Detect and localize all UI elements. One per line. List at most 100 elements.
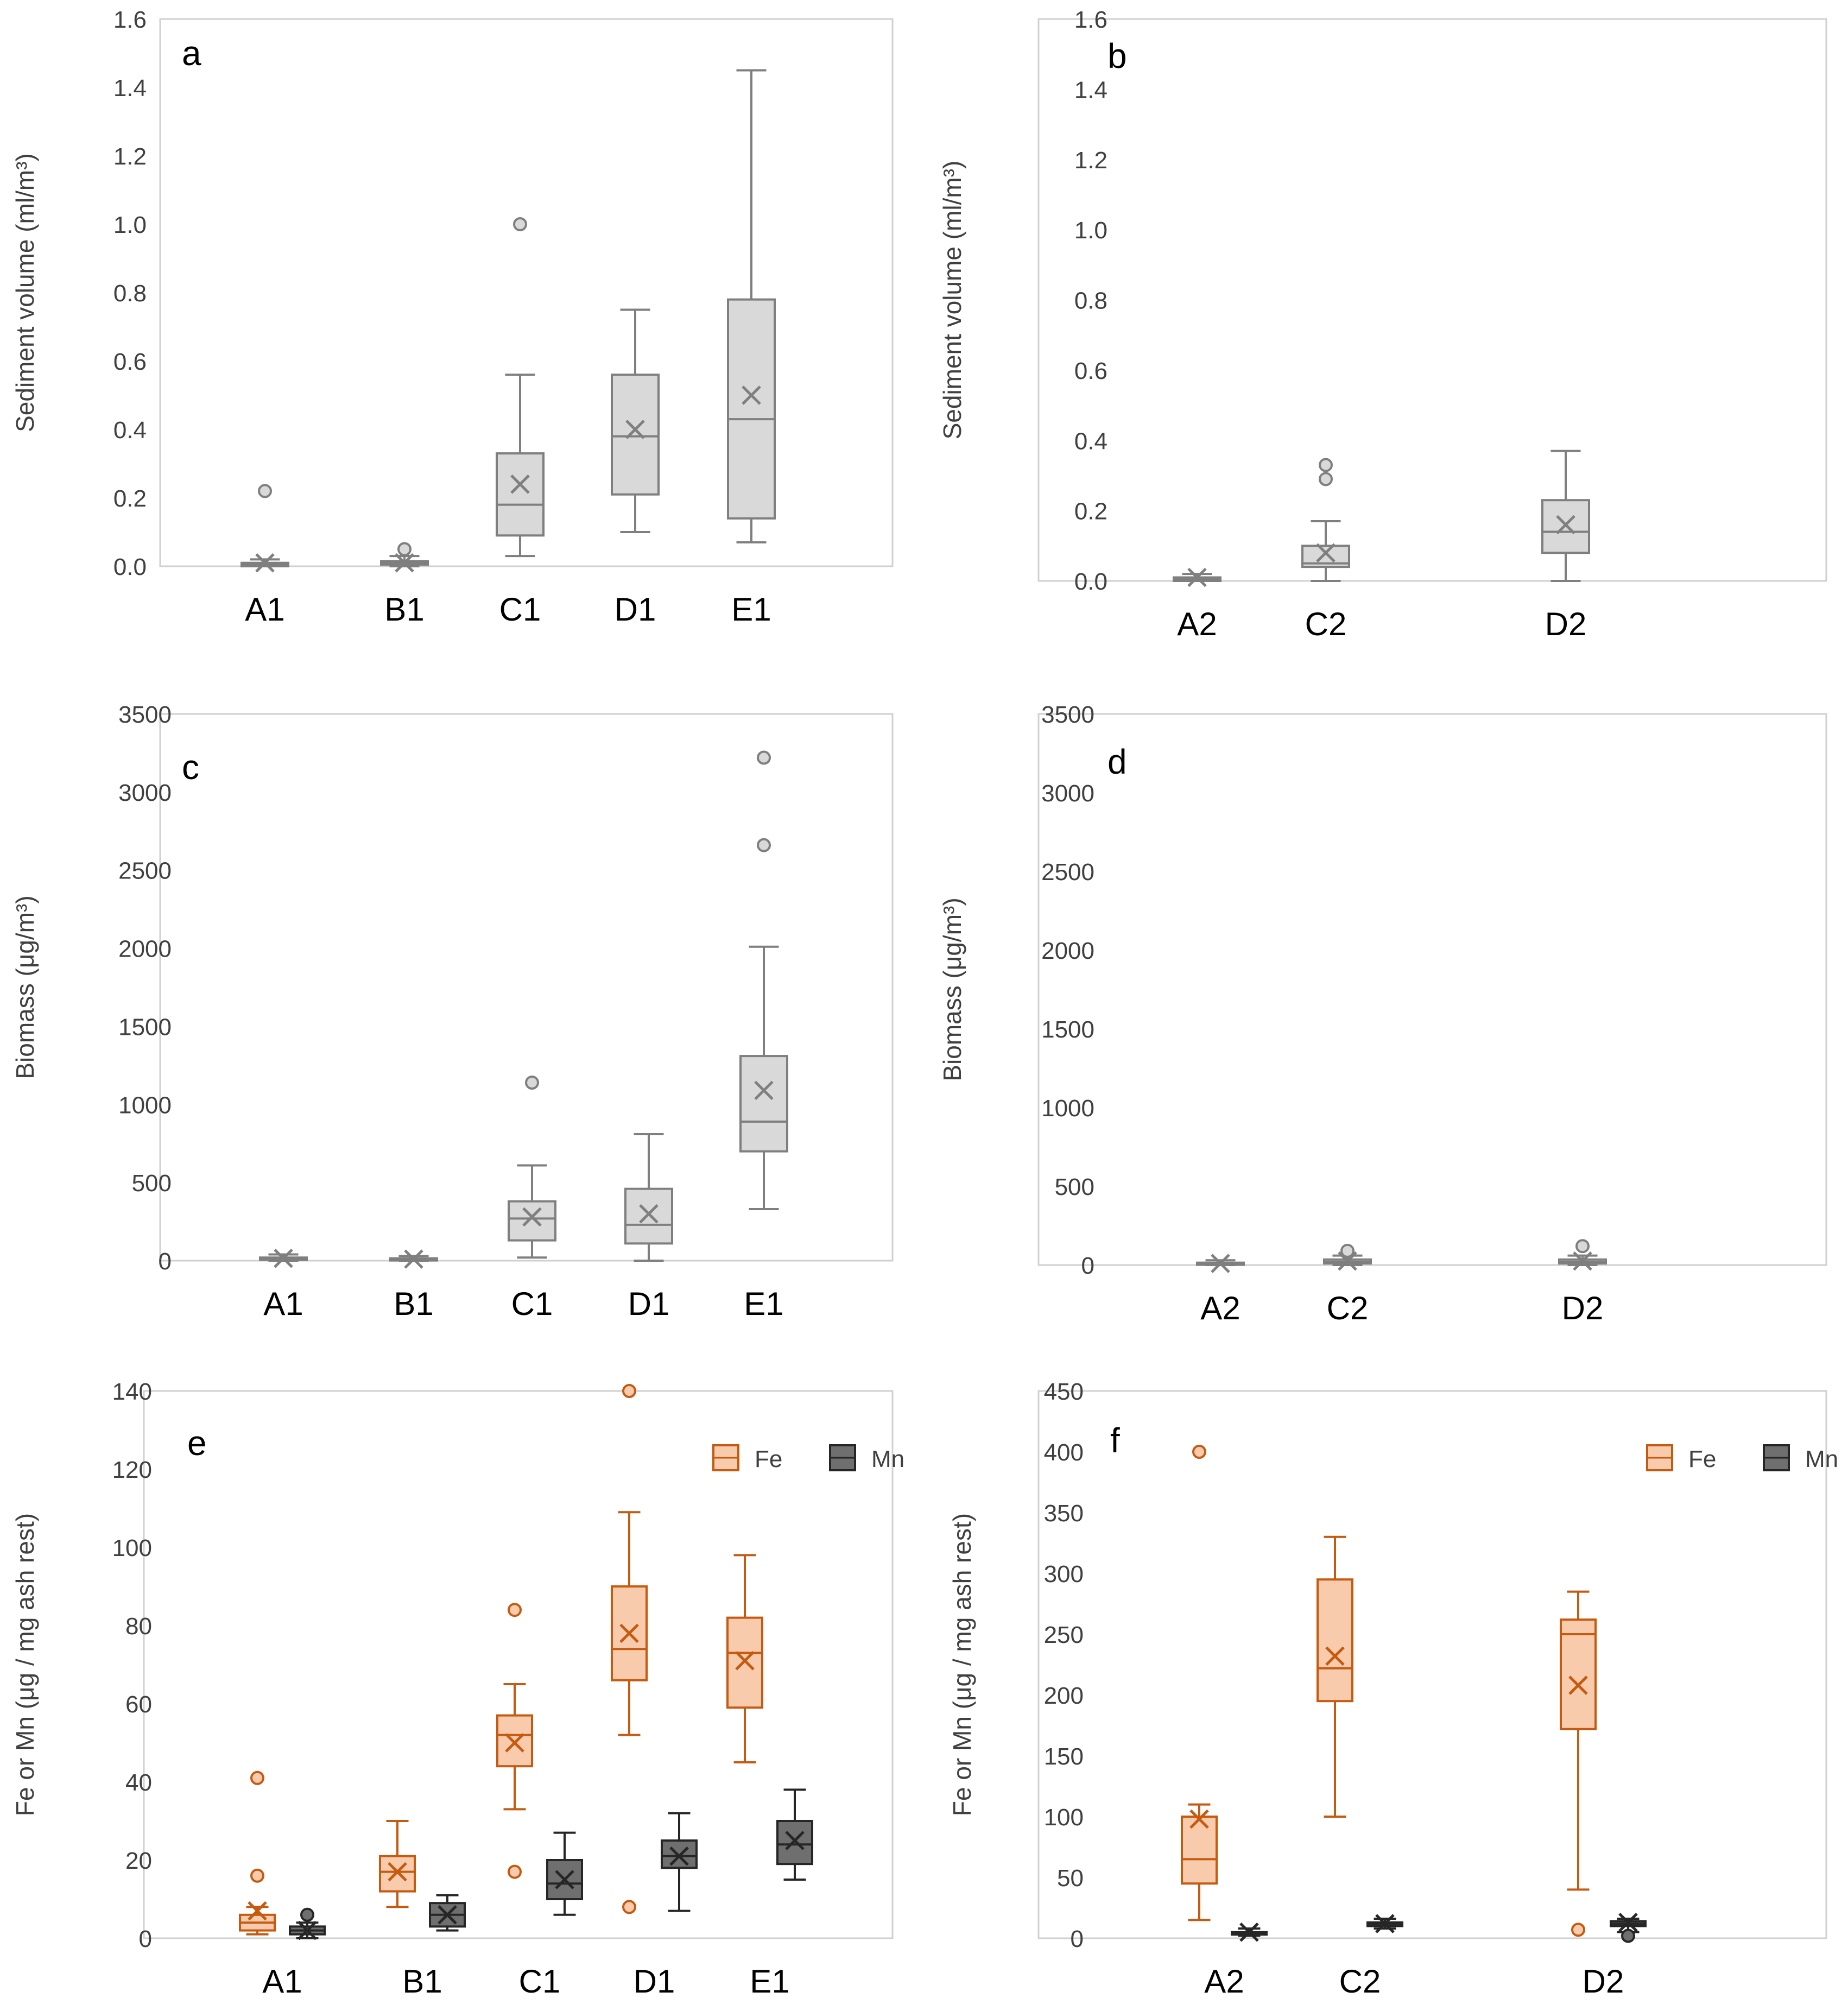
legend-label-fe: Fe <box>755 1446 782 1472</box>
mean-marker <box>742 385 761 405</box>
outlier-point <box>1621 1928 1635 1943</box>
box-fe-d2 <box>1560 1590 1597 1937</box>
y-tick-label: 500 <box>1055 1174 1094 1200</box>
box-d1 <box>611 308 660 533</box>
y-tick-label: 60 <box>125 1691 152 1718</box>
outlier-point <box>1571 1923 1585 1937</box>
y-tick-label: 0.4 <box>1074 428 1107 454</box>
legend-label-mn: Mn <box>871 1446 904 1472</box>
y-tick-label: 350 <box>1044 1500 1084 1527</box>
x-tick-label: A1 <box>245 591 284 628</box>
y-tick-label: 200 <box>1044 1683 1084 1709</box>
outlier-point <box>622 1900 636 1914</box>
y-tick-label: 3000 <box>1041 780 1094 807</box>
mean-marker <box>1375 1914 1395 1933</box>
x-tick-label: D1 <box>615 591 656 628</box>
x-tick-label: A2 <box>1204 1963 1244 2000</box>
y-tick-label: 2500 <box>118 858 172 884</box>
y-tick-label: 100 <box>112 1535 152 1561</box>
box-iqr <box>379 1855 416 1893</box>
mean-marker <box>438 1905 457 1925</box>
box-fe-e1 <box>726 1554 763 1763</box>
y-tick-label: 0.0 <box>1074 568 1107 595</box>
box-a2 <box>1196 1254 1245 1273</box>
outlier-point <box>1319 472 1333 486</box>
panel-label: e <box>187 1424 207 1463</box>
y-axis-label: Fe or Mn (μg / mg ash rest) <box>948 1513 976 1816</box>
plot-frame <box>143 1390 894 1939</box>
mean-marker <box>1568 1675 1588 1695</box>
box-mn-e1 <box>776 1788 813 1881</box>
outlier-point <box>525 1076 539 1090</box>
x-tick-label: C2 <box>1305 606 1347 642</box>
mean-marker <box>510 475 530 494</box>
box-e1 <box>727 69 776 543</box>
outlier-point <box>1340 1243 1355 1258</box>
x-tick-label: B1 <box>384 591 424 628</box>
outlier-point <box>250 1770 264 1785</box>
y-tick-label: 2000 <box>118 936 172 963</box>
x-tick-label: C1 <box>511 1286 553 1322</box>
mean-marker <box>1189 1809 1209 1829</box>
y-tick-label: 1.4 <box>1074 77 1107 103</box>
mean-marker <box>1338 1251 1357 1271</box>
mean-marker <box>1573 1251 1592 1271</box>
y-tick-label: 0.2 <box>113 485 147 512</box>
mean-marker <box>248 1901 267 1921</box>
mean-marker <box>1556 515 1575 535</box>
mean-marker <box>255 553 275 573</box>
x-tick-label: C2 <box>1327 1290 1369 1326</box>
y-tick-label: 20 <box>125 1848 152 1874</box>
mean-marker <box>1325 1646 1345 1666</box>
outlier-point <box>1575 1239 1590 1254</box>
box-a1 <box>259 1248 308 1268</box>
mean-marker <box>404 1249 423 1269</box>
y-tick-label: 2000 <box>1041 938 1094 964</box>
x-tick-label: D1 <box>634 1963 675 2000</box>
legend-label-fe: Fe <box>1688 1446 1716 1472</box>
y-axis-label: Sediment volume (ml/m³) <box>938 161 966 440</box>
mean-marker <box>555 1870 574 1889</box>
box-mn-b1 <box>429 1894 466 1932</box>
x-tick-label: B1 <box>394 1286 433 1322</box>
box-iqr <box>508 1200 556 1242</box>
y-tick-label: 0.6 <box>113 349 147 375</box>
y-tick-label: 1.2 <box>113 143 147 170</box>
mean-marker <box>298 1920 317 1940</box>
mean-marker <box>619 1623 639 1643</box>
y-tick-label: 1.6 <box>1074 7 1107 33</box>
x-tick-label: D1 <box>628 1286 670 1322</box>
box-mn-a2 <box>1231 1923 1268 1942</box>
panel-label: a <box>182 34 201 73</box>
mean-marker <box>505 1733 524 1753</box>
box-iqr <box>726 1616 763 1709</box>
box-mn-c1 <box>546 1831 583 1916</box>
y-tick-label: 0 <box>1071 1926 1084 1952</box>
box-mn-c2 <box>1366 1914 1403 1933</box>
outlier-point <box>1319 458 1333 472</box>
y-tick-label: 1.0 <box>1074 217 1107 244</box>
box-iqr <box>496 452 545 537</box>
box-mn-d1 <box>661 1812 698 1912</box>
box-c2 <box>1323 1243 1372 1271</box>
mean-marker <box>754 1080 774 1101</box>
mean-marker <box>639 1204 659 1224</box>
box-iqr <box>776 1820 813 1865</box>
outlier-point <box>508 1603 522 1617</box>
outlier-point <box>397 542 412 556</box>
x-tick-label: C2 <box>1339 1963 1381 2000</box>
y-axis-label: Fe or Mn (μg / mg ash rest) <box>11 1513 39 1816</box>
y-tick-label: 400 <box>1044 1439 1084 1466</box>
y-axis-label: Biomass (μg/m³) <box>938 897 966 1081</box>
mean-marker <box>735 1651 755 1671</box>
box-d1 <box>624 1133 673 1262</box>
mean-marker <box>1211 1254 1230 1273</box>
mean-marker <box>1187 567 1207 587</box>
y-tick-label: 0.8 <box>1074 288 1107 314</box>
panel-label: d <box>1107 742 1127 781</box>
mean-marker <box>669 1846 689 1866</box>
box-c2 <box>1301 458 1350 582</box>
mean-marker <box>625 420 645 439</box>
box-c1 <box>508 1076 556 1259</box>
